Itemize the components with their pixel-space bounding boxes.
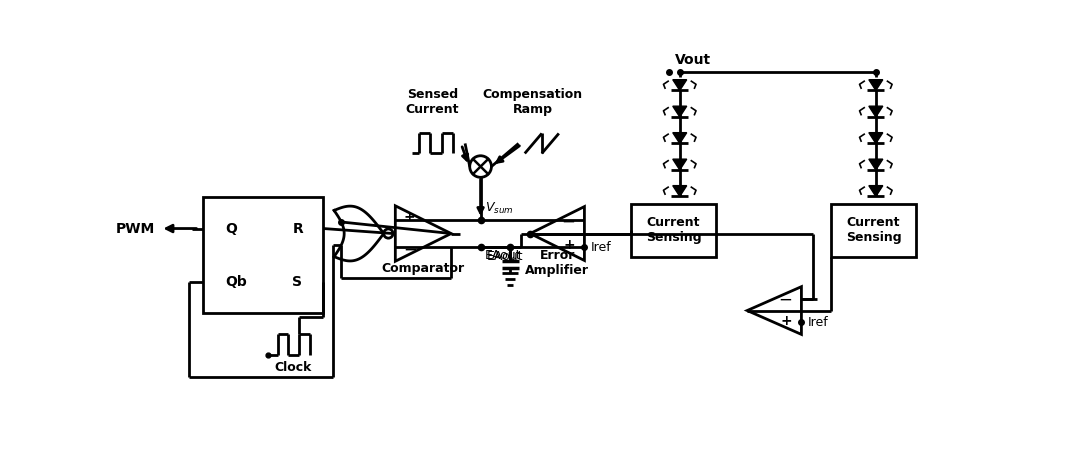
Text: Q: Q [225,221,237,235]
Text: Compensation
Ramp: Compensation Ramp [482,88,583,116]
Text: +: + [780,314,792,328]
Polygon shape [869,159,882,170]
Bar [831,204,917,257]
Polygon shape [673,186,687,197]
Text: +: + [403,210,415,224]
Polygon shape [869,80,882,91]
Text: $V_{sum}$: $V_{sum}$ [485,201,514,216]
Text: EAout: EAout [487,250,523,262]
Text: Iref: Iref [808,316,828,329]
Bar [631,204,716,257]
Polygon shape [673,159,687,170]
Text: Comparator: Comparator [382,262,465,275]
Text: Vout: Vout [675,53,712,67]
Text: +: + [563,239,575,253]
Text: S: S [292,275,302,289]
Text: Current
Sensing: Current Sensing [846,216,902,244]
Text: Error
Amplifier: Error Amplifier [525,249,589,277]
Polygon shape [869,106,882,117]
Text: EAout: EAout [485,249,522,262]
Text: R: R [292,221,303,235]
Text: Qb: Qb [225,275,246,289]
Polygon shape [673,133,687,143]
Text: Current
Sensing: Current Sensing [646,216,701,244]
Text: −: − [561,213,575,230]
Text: PWM: PWM [116,221,155,235]
Text: Sensed
Current: Sensed Current [405,88,459,116]
Polygon shape [869,133,882,143]
Text: Clock: Clock [274,361,312,373]
Polygon shape [673,80,687,91]
Bar [203,198,323,313]
Text: −: − [403,241,417,259]
Polygon shape [869,186,882,197]
Text: Iref: Iref [591,240,611,253]
Text: −: − [778,291,792,309]
Polygon shape [673,106,687,117]
